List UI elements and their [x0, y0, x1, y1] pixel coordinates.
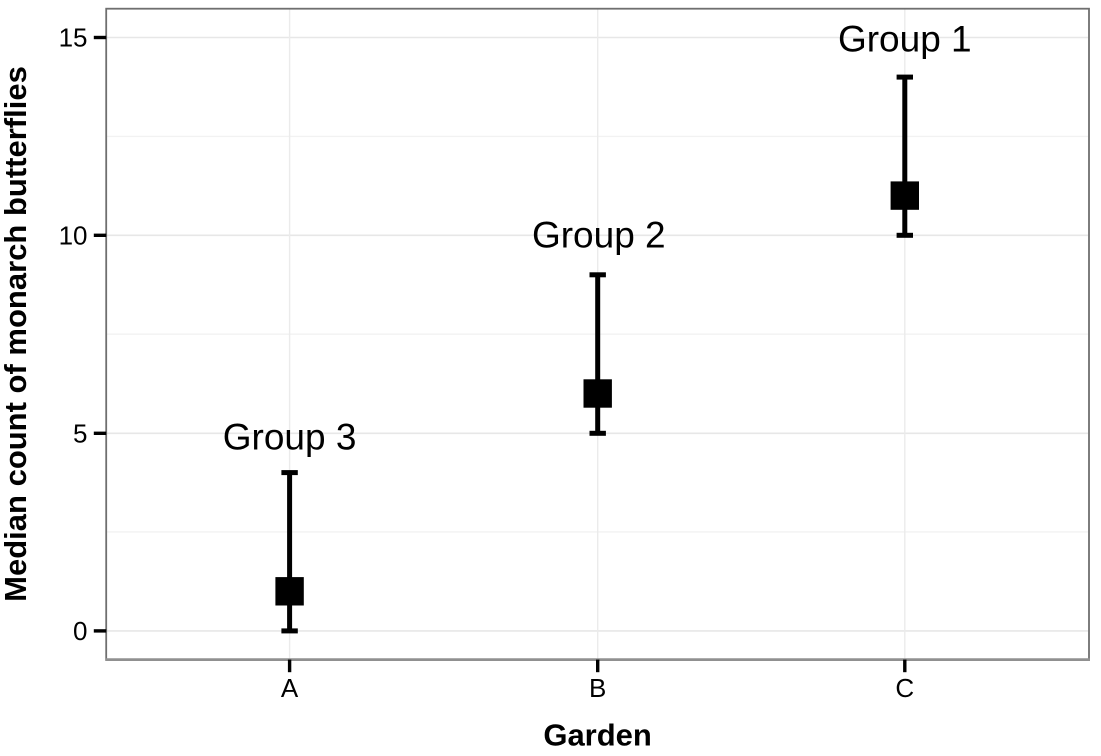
svg-text:A: A: [281, 673, 299, 703]
svg-text:C: C: [895, 673, 914, 703]
svg-text:Group 1: Group 1: [838, 18, 972, 59]
svg-text:Garden: Garden: [543, 718, 652, 753]
svg-text:B: B: [589, 673, 606, 703]
svg-text:Group 3: Group 3: [223, 417, 357, 458]
svg-text:Group 2: Group 2: [532, 214, 666, 255]
svg-text:Median count of monarch butter: Median count of monarch butterflies: [0, 66, 33, 602]
svg-text:5: 5: [73, 418, 87, 448]
svg-text:15: 15: [59, 23, 88, 53]
svg-text:0: 0: [73, 616, 87, 646]
svg-text:10: 10: [59, 220, 88, 250]
